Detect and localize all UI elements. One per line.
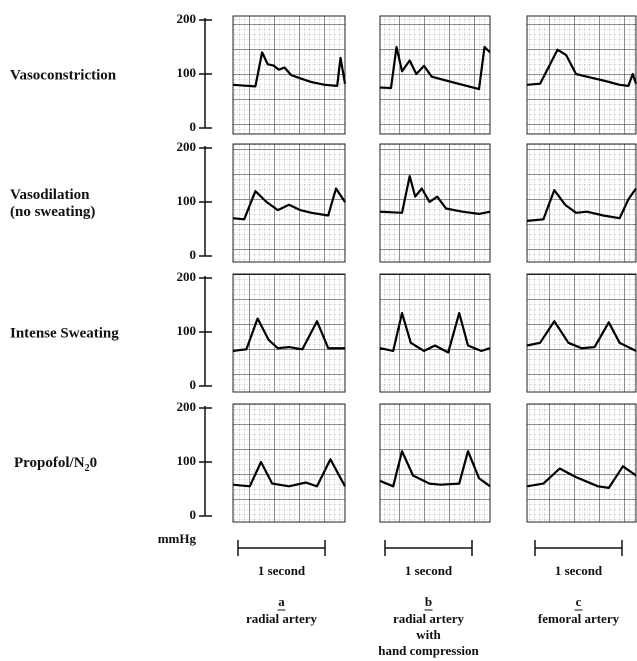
row-label: Vasoconstriction — [10, 67, 117, 83]
y-tick-label: 200 — [177, 269, 197, 284]
grid-panel — [233, 16, 345, 134]
column-label: femoral artery — [538, 611, 620, 626]
row-label: Intense Sweating — [10, 325, 119, 341]
grid-panel — [380, 144, 490, 262]
scale-bar-label: 1 second — [555, 563, 603, 578]
grid-panel — [380, 16, 490, 134]
y-tick-label: 100 — [177, 65, 197, 80]
y-unit: mmHg — [158, 531, 197, 546]
column-letter: a — [278, 594, 285, 609]
row-label-part: Propofol/N — [14, 455, 85, 471]
scale-bar-label: 1 second — [258, 563, 306, 578]
y-tick-label: 0 — [190, 247, 197, 262]
column-label: radial artery — [246, 611, 318, 626]
row-label: Vasodilation — [10, 187, 90, 203]
y-tick-label: 200 — [177, 11, 197, 26]
y-tick-label: 100 — [177, 193, 197, 208]
y-tick-label: 100 — [177, 453, 197, 468]
y-tick-label: 100 — [177, 323, 197, 338]
column-label: hand compression — [378, 643, 479, 658]
scale-bar — [385, 540, 472, 556]
y-tick-label: 200 — [177, 139, 197, 154]
grid-panel — [527, 274, 636, 392]
scale-bar-label: 1 second — [405, 563, 453, 578]
grid-panel — [527, 404, 636, 522]
row-label-part: 0 — [90, 455, 98, 471]
scale-bar — [535, 540, 622, 556]
grid-panel — [527, 144, 636, 262]
y-tick-label: 0 — [190, 507, 197, 522]
column-label: with — [416, 627, 441, 642]
column-label: radial artery — [393, 611, 465, 626]
column-letter: b — [425, 594, 432, 609]
scale-bar — [238, 540, 325, 556]
y-tick-label: 0 — [190, 377, 197, 392]
row-label: Propofol/N20 — [14, 455, 97, 474]
y-tick-label: 200 — [177, 399, 197, 414]
row-label: (no sweating) — [10, 204, 95, 220]
column-letter: c — [576, 594, 582, 609]
y-tick-label: 0 — [190, 119, 197, 134]
figure: Vasoconstriction 200 100 0 Vasodilation(no s… — [0, 0, 637, 661]
grid-panel — [233, 274, 345, 392]
